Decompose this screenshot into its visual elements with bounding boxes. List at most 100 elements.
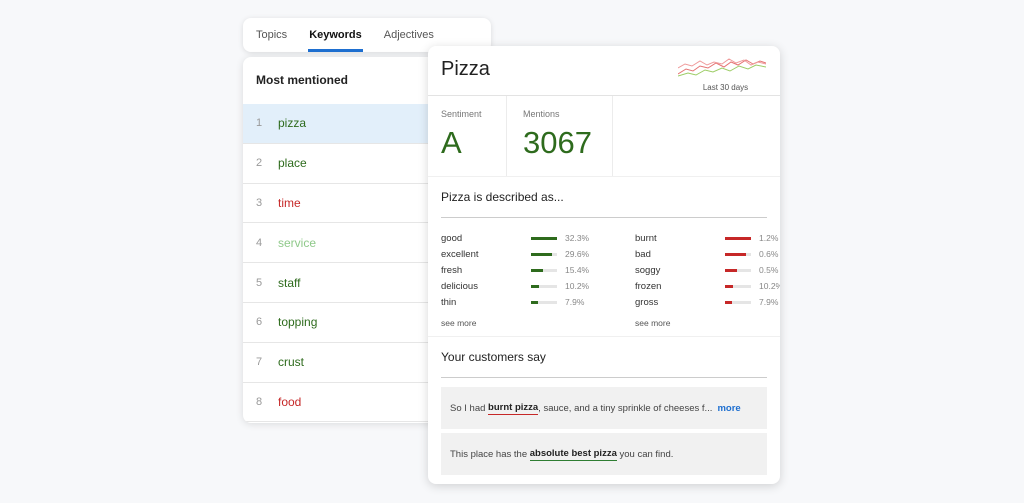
detail-header: Pizza Last 30 days (428, 46, 780, 96)
quote-text-before: This place has the (450, 448, 530, 460)
adjective-row: good 32.3% (441, 230, 589, 246)
adjective-row: bad 0.6% (635, 246, 780, 262)
adjective-bar-fill (531, 268, 543, 272)
sentiment-stat: Sentiment A (441, 96, 507, 176)
adjective-bar (531, 284, 557, 288)
adjective-bar (725, 284, 751, 288)
keyword-label: time (278, 195, 301, 210)
adjective-row: thin 7.9% (441, 294, 589, 310)
adjective-label: bad (635, 248, 651, 260)
keyword-detail-panel: Pizza Last 30 days Sentiment A Mentions … (428, 46, 780, 484)
adjective-percent: 0.5% (759, 265, 779, 275)
mentions-value: 3067 (523, 125, 592, 160)
adjective-row: delicious 10.2% (441, 278, 589, 294)
keyword-row-topping[interactable]: 6 topping (243, 303, 493, 343)
trend-sparkline (678, 58, 766, 77)
adjective-bar-fill (531, 284, 540, 288)
adjective-percent: 7.9% (759, 297, 779, 307)
keyword-rank: 3 (256, 196, 263, 209)
sparkline-series-negative-2 (678, 58, 766, 69)
keyword-label: place (278, 156, 307, 171)
keyword-label: food (278, 394, 302, 409)
quote-text-before: So I had (450, 402, 489, 414)
quote-text-after: you can find. (616, 448, 674, 460)
keyword-rank: 4 (256, 236, 263, 249)
adjective-percent: 15.4% (565, 265, 590, 275)
tab-keywords[interactable]: Keywords (308, 18, 384, 52)
adjective-label: delicious (441, 280, 478, 292)
adjective-percent: 7.9% (565, 297, 585, 307)
keyword-row-food[interactable]: 8 food (243, 383, 493, 423)
customer-quote: This place has the absolute best pizza y… (441, 433, 767, 475)
negative-adjectives: burnt 1.2% bad 0.6% soggy 0.5% frozen 10.2% gros… (635, 230, 780, 329)
keyword-rank: 6 (256, 316, 263, 329)
see-more-link[interactable]: see more (635, 318, 671, 328)
keyword-row-staff[interactable]: 5 staff (243, 263, 493, 303)
adjective-row: frozen 10.2% (635, 278, 780, 294)
see-more-link[interactable]: see more (441, 318, 477, 328)
adjective-bar-fill (725, 236, 751, 240)
adjective-percent: 29.6% (565, 249, 590, 259)
adjective-bar (725, 268, 751, 272)
list-title: Most mentioned (256, 73, 348, 87)
adjective-percent: 1.2% (759, 233, 779, 243)
mentions-stat: Mentions 3067 (507, 96, 613, 176)
described-title: Pizza is described as... (441, 190, 564, 204)
detail-title: Pizza (441, 58, 490, 80)
keyword-label: crust (278, 355, 305, 370)
adjective-percent: 10.2% (565, 281, 590, 291)
adjective-row: soggy 0.5% (635, 262, 780, 278)
adjective-row: fresh 15.4% (441, 262, 589, 278)
adjective-label: burnt (635, 232, 657, 244)
adjective-bar (725, 252, 751, 256)
adjective-label: soggy (635, 264, 661, 276)
adjective-bar (531, 268, 557, 272)
adjective-row: burnt 1.2% (635, 230, 780, 246)
keyword-rank: 2 (256, 157, 263, 170)
section-divider (428, 336, 780, 337)
sentiment-value: A (441, 125, 462, 160)
adjective-bar (531, 300, 557, 304)
keyword-label: topping (278, 315, 318, 330)
described-as-section: good 32.3% excellent 29.6% fresh 15.4% delicio… (428, 218, 780, 336)
keyword-rank: 7 (256, 356, 263, 369)
quote-text-after: , sauce, and a tiny sprinkle of cheeses … (538, 402, 713, 414)
tab-topics[interactable]: Topics (256, 29, 288, 41)
tab-bar: Topics Keywords Adjectives (243, 18, 491, 52)
keyword-label: service (278, 235, 317, 250)
adjective-label: frozen (635, 280, 662, 292)
adjective-bar (531, 236, 557, 240)
adjective-bar (725, 236, 751, 240)
keyword-rank: 8 (256, 395, 263, 408)
adjective-percent: 32.3% (565, 233, 590, 243)
keyword-label: staff (278, 275, 301, 290)
customers-title: Your customers say (441, 350, 546, 364)
adjective-bar-fill (531, 252, 552, 256)
adjective-row: gross 7.9% (635, 294, 780, 310)
keyword-row-crust[interactable]: 7 crust (243, 343, 493, 383)
quote-more-link[interactable]: more (717, 402, 741, 414)
keyword-label: pizza (278, 116, 307, 131)
keyword-row-time[interactable]: 3 time (243, 184, 493, 224)
adjective-bar (725, 300, 751, 304)
adjective-bar-fill (725, 284, 734, 288)
quote-highlight: absolute best pizza (529, 447, 617, 461)
positive-adjectives: good 32.3% excellent 29.6% fresh 15.4% delicio… (441, 230, 590, 329)
keyword-rank: 1 (256, 117, 263, 130)
keyword-rank: 5 (256, 276, 263, 289)
adjective-bar-fill (725, 268, 737, 272)
adjective-bar-fill (725, 300, 732, 304)
tab-adjectives[interactable]: Adjectives (383, 29, 434, 41)
sparkline-series-positive (678, 64, 766, 77)
keyword-row-service[interactable]: 4 service (243, 223, 493, 264)
adjective-bar-fill (531, 236, 557, 240)
adjective-label: excellent (441, 248, 479, 260)
adjective-bar-fill (531, 300, 538, 304)
adjective-bar (531, 252, 557, 256)
adjective-label: thin (441, 296, 457, 308)
sentiment-label: Sentiment (441, 109, 482, 119)
sparkline-caption: Last 30 days (702, 83, 749, 92)
section-divider (441, 217, 767, 218)
quote-highlight: burnt pizza (488, 401, 539, 415)
keyword-row-place[interactable]: 2 place (243, 144, 493, 184)
